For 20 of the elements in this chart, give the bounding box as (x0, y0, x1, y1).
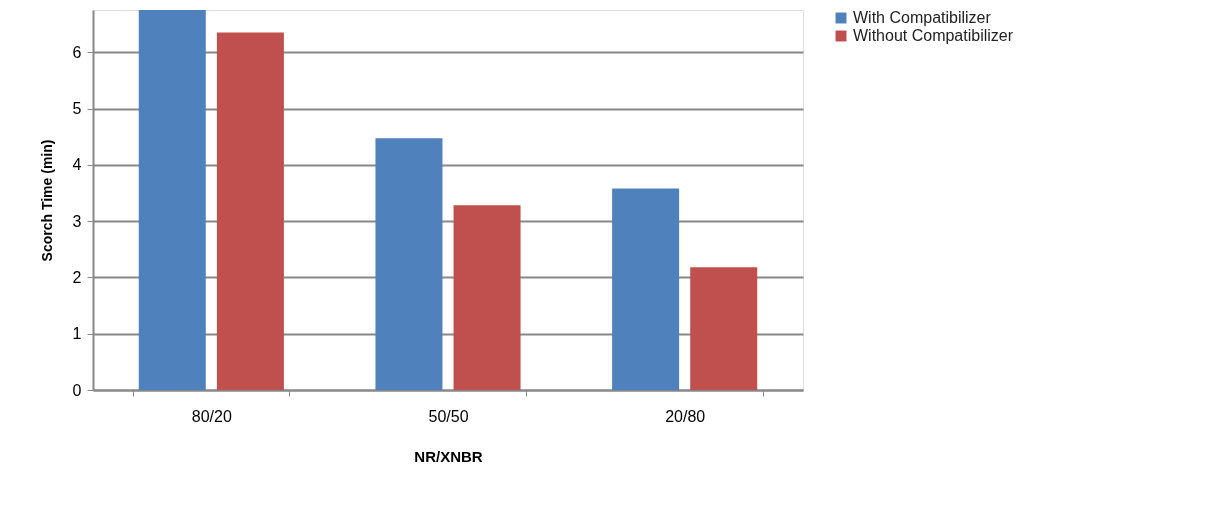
x-tick-label: 80/20 (191, 407, 232, 425)
y-tick-label: 3 (72, 212, 82, 230)
legend-label: With Compatibilizer (853, 9, 992, 26)
y-tick-label: 1 (72, 325, 82, 343)
y-tick-label: 5 (72, 100, 82, 118)
y-axis-title: Scorch Time (min) (38, 139, 55, 262)
legend-label: Without Compatibilizer (853, 27, 1014, 44)
y-tick-label: 2 (72, 268, 82, 286)
x-axis-title: NR/XNBR (414, 447, 483, 465)
y-tick-label: 6 (72, 43, 82, 61)
bar (612, 188, 680, 390)
bar (138, 10, 206, 390)
bar (453, 205, 521, 390)
bar (375, 138, 443, 390)
bar (690, 267, 758, 390)
y-tick-label: 4 (72, 156, 82, 174)
y-tick-label: 0 (72, 381, 82, 399)
bar (216, 32, 284, 390)
x-tick-label: 50/50 (428, 407, 469, 425)
x-tick-label: 20/80 (665, 407, 706, 425)
